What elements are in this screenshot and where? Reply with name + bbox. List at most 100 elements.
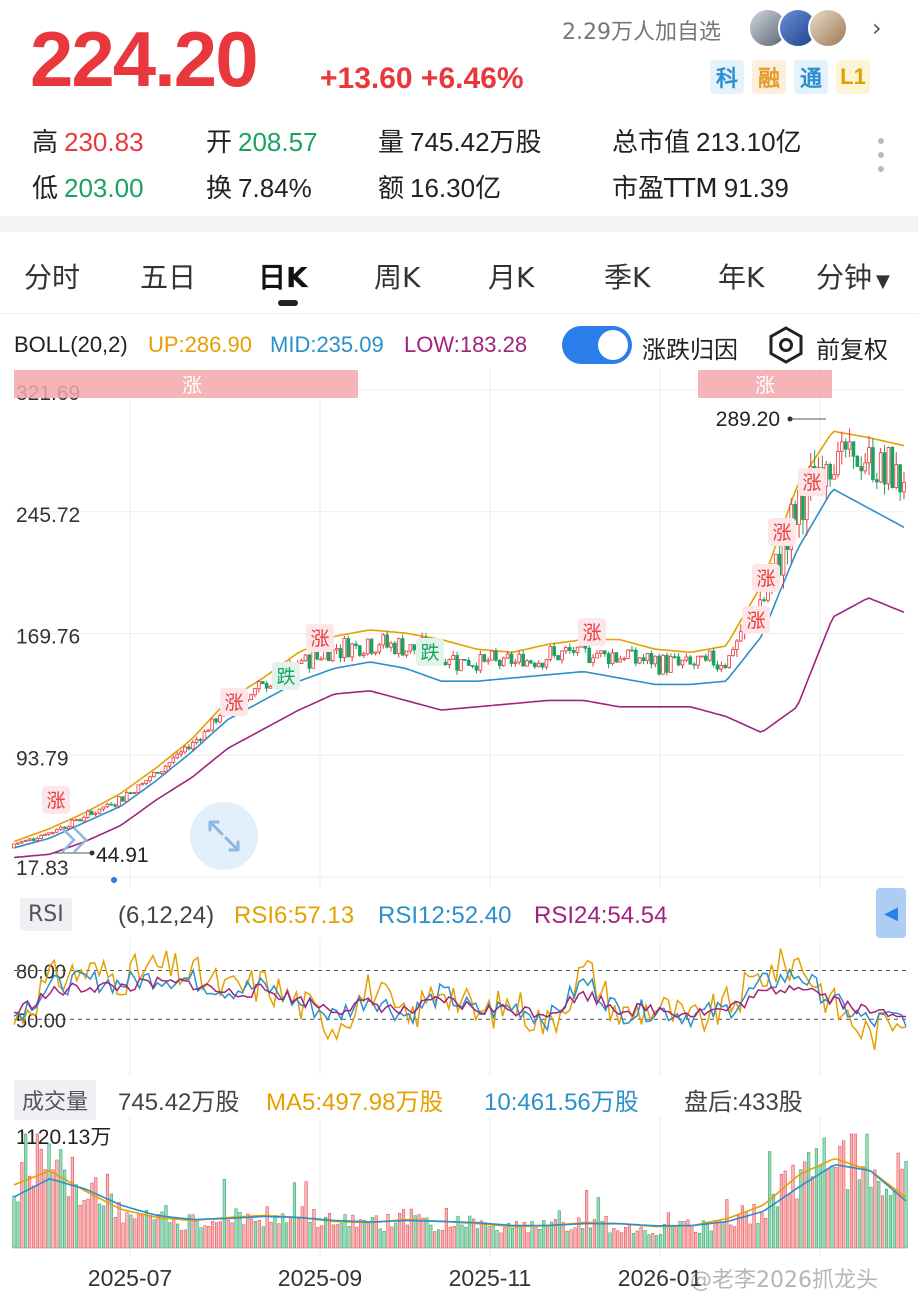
candle-body	[836, 451, 840, 476]
volume-bar	[121, 1222, 125, 1249]
volume-bar	[355, 1226, 359, 1249]
volume-bar	[394, 1222, 398, 1249]
volume-bar	[585, 1190, 589, 1249]
candle-body	[86, 810, 90, 818]
attribution-marker	[578, 618, 606, 646]
volume-bar	[117, 1201, 121, 1249]
volume-bar	[577, 1217, 581, 1249]
volume-bar	[242, 1224, 246, 1249]
attribution-marker-label: 跌	[420, 642, 439, 664]
candle-body	[610, 652, 615, 665]
tab-daily-k[interactable]: 日K	[258, 261, 308, 294]
candle-body	[299, 660, 304, 664]
tab-label: 分钟	[816, 261, 873, 294]
tab-five-day[interactable]: 五日	[140, 261, 197, 294]
volume-bar	[265, 1206, 269, 1249]
volume-bar	[639, 1226, 643, 1249]
follower-avatars[interactable]	[748, 8, 858, 50]
volume-bar	[896, 1152, 900, 1249]
attribution-toggle[interactable]	[562, 326, 632, 364]
volume-bar	[133, 1218, 137, 1249]
volume-bar	[581, 1228, 585, 1249]
stat-label: 量	[378, 128, 405, 158]
candle-body	[400, 638, 405, 656]
volume-bar	[472, 1218, 476, 1249]
tab-yearly-k[interactable]: 年K	[718, 261, 765, 294]
tab-minute[interactable]: 分钟 ▼	[816, 256, 890, 296]
volume-bar	[20, 1162, 24, 1249]
candle-body	[264, 683, 269, 689]
stat-label: 低	[32, 174, 59, 204]
volume-bar	[561, 1222, 565, 1249]
candlestick-chart[interactable]: 321.69245.72169.7693.7917.83涨涨涨涨跌涨跌涨涨涨涨涨…	[0, 368, 918, 888]
volume-bar	[861, 1166, 865, 1249]
volume-bar	[164, 1205, 168, 1249]
volume-bar	[733, 1226, 737, 1249]
volume-bar	[35, 1133, 39, 1249]
candle-body	[451, 655, 455, 661]
tab-monthly-k[interactable]: 月K	[488, 261, 535, 294]
stat-low: 低 203.00	[32, 168, 144, 205]
volume-bar	[592, 1219, 596, 1249]
volume-bar	[382, 1231, 386, 1249]
volume-bar	[690, 1225, 694, 1249]
rsi24-value: RSI24:54.54	[534, 902, 668, 929]
candle-body	[630, 649, 634, 652]
volume-bar	[799, 1169, 803, 1249]
candle-body	[105, 803, 110, 808]
candle-body	[738, 631, 743, 642]
candle-body	[641, 657, 646, 662]
collapse-panel-icon[interactable]: ◀	[876, 888, 906, 938]
volume-bar	[557, 1210, 561, 1249]
stat-label: 总市值	[612, 128, 691, 158]
volume-bar	[643, 1230, 647, 1249]
volume-bar	[514, 1221, 519, 1249]
candle-body	[377, 644, 382, 653]
volume-bar	[842, 1140, 846, 1249]
volume-bar	[565, 1230, 569, 1249]
volume-bar	[549, 1221, 554, 1249]
boll-name[interactable]: BOLL(20,2)	[14, 332, 128, 357]
candle-body	[886, 447, 891, 485]
candle-body	[109, 803, 113, 806]
volume-bar	[814, 1148, 818, 1249]
volume-bar	[694, 1232, 698, 1249]
candle-body	[89, 810, 94, 815]
chevron-right-icon[interactable]: ›	[872, 14, 882, 42]
volume-bar	[74, 1184, 78, 1249]
candle-body	[653, 655, 658, 665]
candle-body	[478, 654, 483, 671]
stat-value: 745.42万股	[410, 127, 542, 157]
stat-amount: 额 16.30亿	[378, 168, 501, 205]
rsi-indicator-label[interactable]: RSI	[20, 898, 72, 931]
tab-weekly-k[interactable]: 周K	[374, 261, 421, 294]
adjust-mode-label[interactable]: 前复权	[816, 336, 888, 364]
tab-intraday[interactable]: 分时	[24, 261, 81, 294]
volume-chart[interactable]: 1120.13万 2025-07 2025-09 2025-11 2026-01	[0, 1116, 918, 1297]
more-icon[interactable]	[878, 138, 886, 180]
followers-count[interactable]: 2.29万人加自选	[562, 20, 721, 45]
volume-bar	[409, 1208, 413, 1249]
candle-body	[113, 804, 117, 807]
volume-indicator-label[interactable]: 成交量	[14, 1080, 97, 1120]
volume-bar	[526, 1232, 530, 1249]
volume-value: 745.42万股	[118, 1089, 240, 1116]
candle-body	[136, 784, 141, 793]
candle-body	[74, 819, 78, 822]
candle-body	[894, 464, 899, 489]
candle-body	[179, 751, 183, 755]
tab-quarterly-k[interactable]: 季K	[604, 261, 651, 294]
expand-icon[interactable]	[190, 802, 258, 870]
volume-bar	[59, 1149, 63, 1249]
volume-bar	[452, 1226, 456, 1249]
y-tick-label: 245.72	[16, 504, 80, 527]
candle-body	[455, 655, 459, 671]
hexagon-settings-icon[interactable]	[768, 326, 804, 364]
candle-body	[128, 792, 133, 794]
candle-body	[389, 642, 393, 648]
candle-body	[350, 643, 354, 658]
volume-bar	[86, 1198, 90, 1249]
rsi12-value: RSI12:52.40	[378, 902, 512, 929]
volume-bar	[647, 1234, 651, 1249]
